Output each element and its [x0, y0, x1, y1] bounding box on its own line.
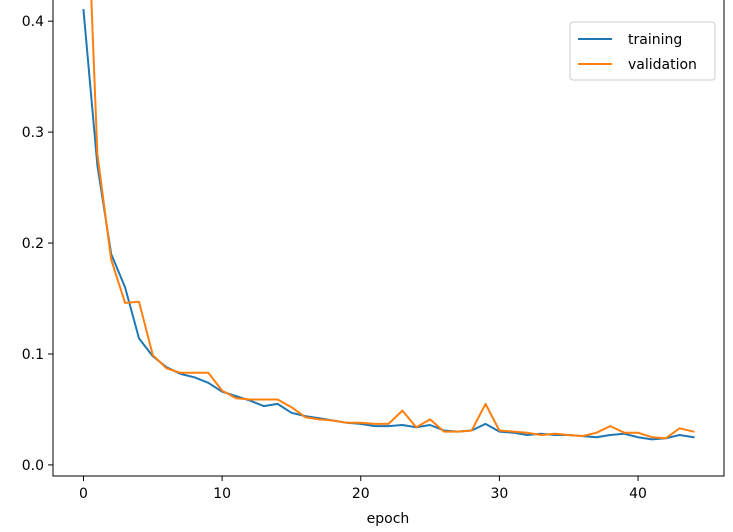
- x-tick-label: 10: [213, 486, 231, 502]
- legend-label-validation: validation: [628, 57, 697, 73]
- y-tick-label: 0.2: [22, 236, 44, 252]
- legend-label-training: training: [628, 32, 682, 48]
- series-line-validation: [90, 0, 695, 440]
- x-axis: 0 10 20 30 40: [79, 476, 647, 502]
- series-line-training: [82, 9, 695, 441]
- y-tick-label: 0.3: [22, 125, 44, 141]
- y-tick-label: 0.0: [22, 458, 44, 474]
- legend-box: [569, 21, 716, 81]
- x-axis-label: epoch: [367, 511, 410, 527]
- y-tick-label: 0.1: [22, 347, 44, 363]
- x-tick-label: 40: [629, 486, 647, 502]
- x-tick-label: 20: [352, 486, 370, 502]
- plot-frame: [52, 0, 725, 477]
- x-tick-label: 0: [79, 486, 88, 502]
- y-tick-label: 0.4: [22, 14, 44, 30]
- series-layer: [82, 0, 695, 441]
- y-axis: 0.0 0.1 0.2 0.3 0.4: [22, 14, 53, 474]
- x-tick-label: 30: [490, 486, 508, 502]
- legend: training validation: [569, 21, 716, 81]
